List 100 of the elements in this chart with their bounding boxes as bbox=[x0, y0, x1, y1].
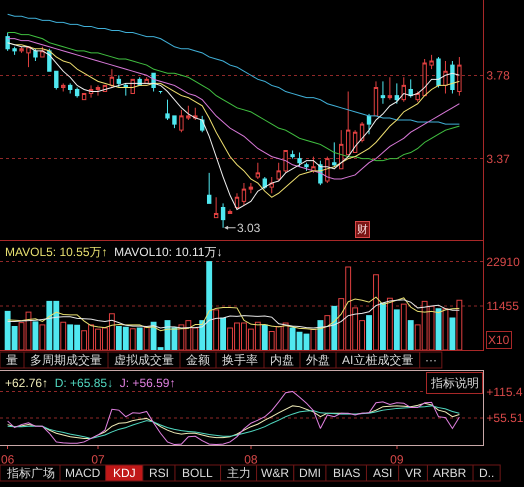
y-tick-label: 3.37 bbox=[486, 152, 510, 166]
series-label: J: +56.59↑ bbox=[120, 376, 176, 390]
candlestick bbox=[172, 115, 177, 129]
bar bbox=[456, 300, 462, 350]
x-tick-label: 07 bbox=[91, 452, 105, 466]
text: DMI bbox=[299, 466, 321, 480]
text: 虚拟成交量 bbox=[114, 353, 174, 367]
text: 量 bbox=[6, 353, 18, 367]
bar bbox=[436, 308, 442, 350]
candlestick bbox=[429, 54, 434, 70]
candlestick bbox=[19, 46, 24, 54]
text: KDJ bbox=[113, 466, 136, 480]
text: AI立桩成交量 bbox=[342, 353, 414, 367]
text: MAVOL10: 10.11万↓ bbox=[114, 245, 222, 259]
candlestick bbox=[311, 156, 316, 174]
bar bbox=[408, 320, 414, 350]
candlestick bbox=[61, 82, 66, 92]
y-tick-label: +115.4 bbox=[486, 384, 523, 399]
bar bbox=[317, 320, 324, 350]
bar bbox=[394, 309, 400, 350]
candlestick bbox=[124, 82, 128, 96]
candlestick bbox=[270, 176, 274, 194]
bar bbox=[32, 321, 38, 350]
text: 换手率 bbox=[222, 353, 258, 367]
text: +62.76↑ bbox=[5, 376, 48, 390]
text: 主力 bbox=[227, 466, 251, 480]
text: 多周期成交量 bbox=[30, 353, 102, 367]
candlestick bbox=[110, 68, 114, 88]
text: VR bbox=[405, 466, 422, 480]
y-tick-label: 3.78 bbox=[486, 68, 510, 82]
bar bbox=[366, 315, 372, 350]
candlestick bbox=[193, 107, 198, 120]
y-tick-label: 22910 bbox=[486, 254, 520, 269]
line-series bbox=[7, 390, 460, 445]
bar bbox=[449, 317, 456, 350]
bar bbox=[220, 317, 226, 350]
text: 内盘 bbox=[270, 353, 294, 367]
candlestick bbox=[116, 74, 122, 88]
candlestick bbox=[158, 91, 163, 94]
candlestick bbox=[12, 46, 17, 56]
text: ASI bbox=[373, 466, 392, 480]
candlestick bbox=[82, 93, 86, 100]
candlestick bbox=[33, 48, 38, 62]
text: X10 bbox=[488, 333, 510, 347]
candlestick bbox=[96, 84, 100, 96]
candlestick bbox=[290, 150, 295, 160]
x-tick-label: 06 bbox=[0, 452, 15, 466]
candlestick bbox=[276, 162, 281, 182]
candlestick bbox=[388, 76, 392, 100]
candlestick bbox=[415, 91, 420, 102]
line-series bbox=[7, 14, 460, 125]
text: MAVOL5: 10.55万↑ bbox=[5, 245, 108, 259]
annotation: 财 bbox=[357, 223, 368, 236]
candlestick bbox=[74, 86, 80, 98]
annotation: 3.03 bbox=[237, 221, 261, 235]
candlestick bbox=[360, 122, 364, 143]
text: D: +65.85↓ bbox=[54, 376, 114, 390]
candlestick bbox=[248, 182, 254, 194]
candlestick bbox=[402, 76, 406, 102]
candlestick bbox=[68, 82, 72, 94]
candlestick bbox=[422, 58, 427, 96]
candlestick bbox=[443, 60, 448, 94]
text: D.. bbox=[479, 466, 494, 480]
candlestick bbox=[283, 150, 288, 174]
candlestick bbox=[242, 182, 246, 206]
candlestick bbox=[374, 80, 378, 116]
bar bbox=[380, 302, 386, 350]
candlestick bbox=[256, 162, 260, 180]
text: MACD bbox=[65, 466, 101, 480]
annotation: 指标说明 bbox=[430, 376, 479, 390]
candlestick bbox=[339, 130, 344, 170]
text: ··· bbox=[425, 353, 437, 367]
text: 外盘 bbox=[306, 353, 330, 367]
candlestick bbox=[408, 78, 413, 98]
text: ARBR bbox=[433, 466, 467, 480]
candlestick bbox=[352, 130, 358, 154]
candlestick bbox=[179, 109, 184, 133]
candlestick bbox=[394, 82, 400, 104]
candlestick bbox=[297, 152, 302, 168]
candlestick bbox=[262, 176, 267, 190]
candlestick bbox=[214, 196, 218, 218]
candlestick bbox=[165, 99, 170, 120]
candlestick bbox=[186, 105, 191, 120]
text: BIAS bbox=[333, 466, 360, 480]
text: RSI bbox=[149, 466, 170, 480]
candlestick bbox=[332, 142, 336, 168]
y-tick-label: +55.51 bbox=[486, 410, 524, 425]
text: W&R bbox=[261, 466, 290, 480]
candlestick bbox=[304, 162, 309, 172]
y-tick-label: 11455 bbox=[486, 298, 520, 313]
candlestick bbox=[54, 70, 58, 90]
candlestick bbox=[450, 60, 455, 94]
x-tick-label: 09 bbox=[390, 452, 404, 466]
candlestick bbox=[380, 80, 386, 104]
candlestick bbox=[5, 32, 10, 52]
bar bbox=[442, 308, 448, 350]
line-series bbox=[7, 32, 460, 162]
candlestick bbox=[206, 172, 212, 204]
text: 指标广场 bbox=[6, 466, 55, 480]
candlestick bbox=[346, 91, 350, 156]
